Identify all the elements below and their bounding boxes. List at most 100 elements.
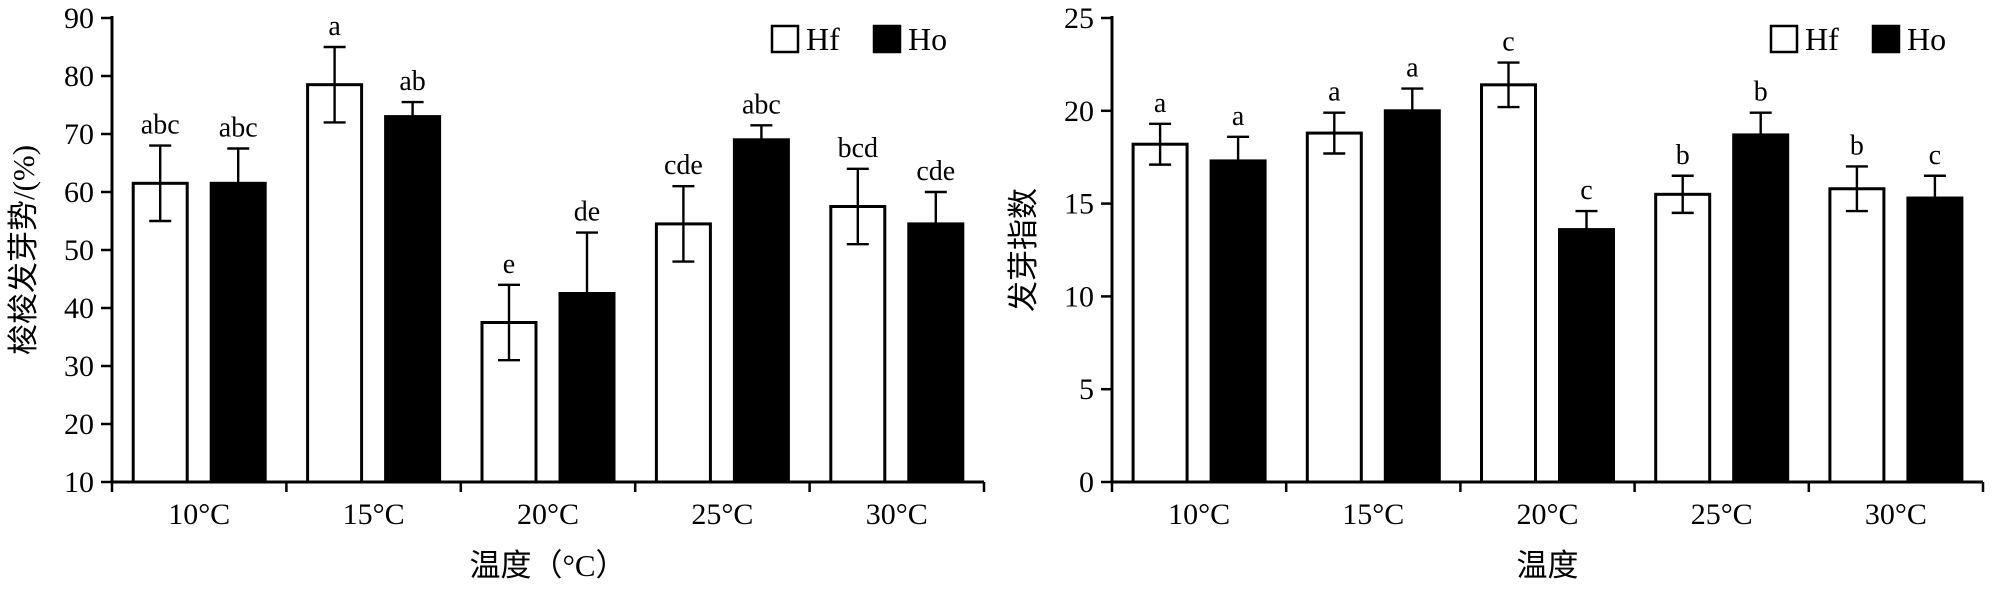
sig-letter: a: [1406, 53, 1419, 84]
y-tick-label: 80: [64, 60, 94, 93]
bar-hf-15°C: [1305, 131, 1363, 484]
sig-letter: b: [1676, 140, 1690, 171]
legend-label-ho: Ho: [908, 21, 947, 57]
legend-swatch-ho: [872, 24, 902, 54]
error-bar: [1923, 174, 1946, 222]
chart-svg: 0 5 10 15 20 25 10°C a a 15°C a a 20°C c c 25°C b b 30°C b c…: [1006, 2, 1985, 583]
x-category-label: 15°C: [343, 498, 405, 531]
y-tick-label: 20: [64, 408, 94, 441]
sig-letter: c: [1580, 175, 1592, 206]
sig-letter: cde: [916, 156, 955, 187]
sig-letter: a: [328, 11, 341, 42]
bar-ho-20°C: [1558, 228, 1615, 484]
chart-svg: 10 20 30 40 50 60 70 80 90 10°C abc abc 15°C a ab 20°C e…: [6, 2, 986, 583]
bar-ho-30°C: [907, 222, 965, 484]
sig-letter: abc: [742, 89, 781, 120]
y-tick-label: 10: [64, 466, 94, 499]
error-bar: [1149, 122, 1172, 166]
y-tick-label: 50: [64, 234, 94, 267]
legend-label-hf: Hf: [1805, 21, 1839, 57]
bar-ho-25°C: [1732, 133, 1790, 484]
error-bar: [227, 147, 250, 220]
x-category-label: 10°C: [1168, 498, 1230, 531]
y-tick-label: 90: [64, 2, 94, 35]
sig-letter: c: [1929, 140, 1941, 171]
bar-ho-10°C: [209, 181, 267, 484]
legend-swatch-ho: [1871, 24, 1901, 54]
sig-letter: cde: [664, 150, 703, 181]
y-tick-label: 5: [1079, 373, 1094, 406]
sig-letter: bcd: [838, 133, 878, 164]
error-bar: [149, 144, 172, 223]
sig-letter: a: [1232, 101, 1245, 132]
bar-hf-10°C: [1131, 142, 1189, 484]
error-bar: [1671, 174, 1694, 215]
x-category-label: 30°C: [1865, 498, 1927, 531]
chart-panel-germination-vigor: 10 20 30 40 50 60 70 80 90 10°C abc abc 15°C a ab 20°C e…: [6, 2, 986, 583]
bar-ho-25°C: [732, 138, 790, 484]
x-category-label: 15°C: [1342, 498, 1404, 531]
y-tick-label: 20: [1064, 95, 1094, 128]
bar-hf-15°C: [306, 83, 364, 484]
sig-letter: b: [1754, 77, 1768, 108]
error-bar: [576, 231, 598, 356]
y-tick-label: 10: [1064, 280, 1094, 313]
error-bar: [498, 283, 520, 362]
error-bar: [924, 190, 947, 258]
legend-label-ho: Ho: [1907, 21, 1946, 57]
y-tick-label: 60: [64, 176, 94, 209]
x-axis-title: 温度: [1517, 548, 1579, 583]
sig-letter: ab: [399, 66, 425, 97]
bar-hf-25°C: [654, 222, 712, 484]
x-category-label: 10°C: [168, 498, 230, 531]
error-bar: [846, 167, 869, 246]
error-bar: [1845, 165, 1868, 213]
sig-letter: a: [1154, 88, 1167, 119]
error-bar: [1227, 135, 1250, 187]
error-bar: [1323, 111, 1346, 155]
error-bar: [323, 45, 346, 124]
sig-letter: abc: [219, 113, 258, 144]
bar-hf-25°C: [1654, 192, 1712, 484]
legend-swatch-hf: [1769, 24, 1799, 54]
y-axis-title: 梭梭发芽势/(%): [6, 145, 41, 355]
y-tick-label: 30: [64, 350, 94, 383]
legend-swatch-hf: [770, 24, 800, 54]
y-tick-label: 40: [64, 292, 94, 325]
error-bar: [672, 184, 695, 263]
sig-letter: a: [1328, 77, 1341, 108]
bar-ho-15°C: [384, 115, 442, 484]
x-category-label: 20°C: [1516, 498, 1578, 531]
y-tick-label: 0: [1079, 466, 1094, 499]
error-bar: [1575, 209, 1598, 250]
y-tick-label: 25: [1064, 2, 1094, 35]
x-category-label: 30°C: [866, 498, 928, 531]
bar-ho-30°C: [1906, 196, 1964, 484]
error-bar: [1401, 87, 1424, 135]
error-bar: [750, 124, 773, 156]
error-bar: [401, 100, 424, 133]
error-bar: [1749, 111, 1772, 159]
x-axis-title: 温度（°C）: [469, 548, 626, 583]
bar-hf-20°C: [1480, 83, 1537, 484]
bar-ho-15°C: [1383, 109, 1441, 484]
sig-letter: e: [503, 249, 515, 280]
error-bar: [1497, 61, 1520, 109]
sig-letter: de: [574, 197, 600, 228]
bar-ho-10°C: [1209, 159, 1267, 484]
sig-letter: abc: [141, 110, 180, 141]
chart-panel-germination-index: 0 5 10 15 20 25 10°C a a 15°C a a 20°C c c 25°C b b 30°C b c…: [1000, 0, 1999, 592]
bar-hf-30°C: [829, 205, 887, 484]
bar-hf-30°C: [1828, 187, 1886, 484]
x-category-label: 25°C: [1691, 498, 1753, 531]
y-tick-label: 70: [64, 118, 94, 151]
y-axis-title: 发芽指数: [1006, 188, 1041, 312]
x-category-label: 20°C: [517, 498, 579, 531]
legend-label-hf: Hf: [806, 21, 840, 57]
x-category-label: 25°C: [691, 498, 753, 531]
sig-letter: b: [1850, 130, 1864, 161]
bar-hf-10°C: [131, 181, 189, 484]
y-tick-label: 15: [1064, 188, 1094, 221]
sig-letter: c: [1502, 27, 1514, 58]
